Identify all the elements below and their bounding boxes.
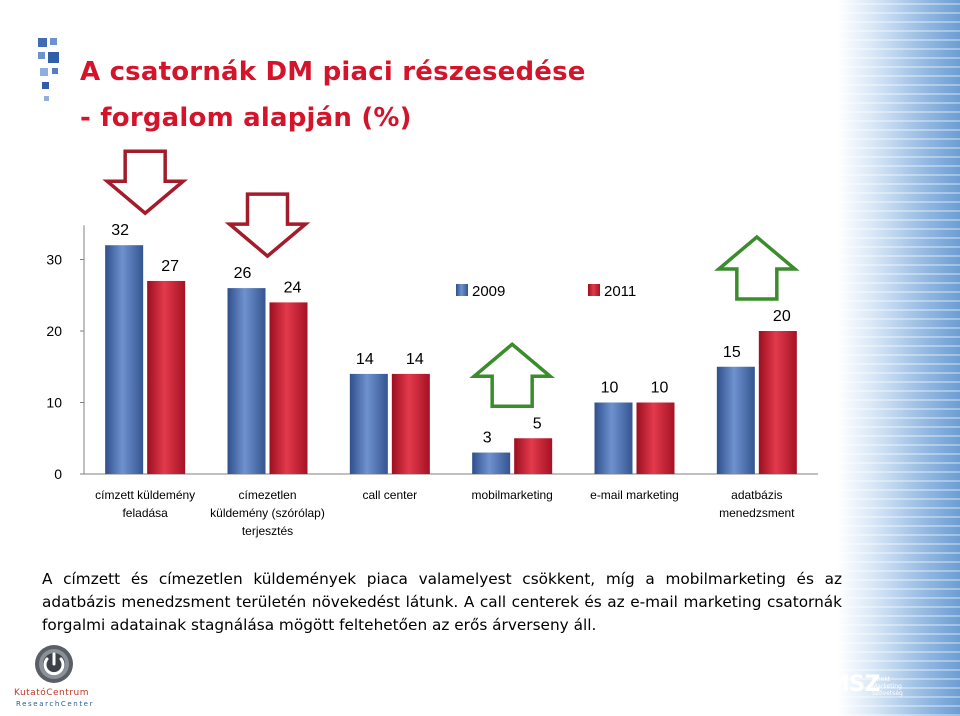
- decorative-side-panel: [838, 0, 960, 716]
- trend-arrow-down-icon: [102, 149, 188, 216]
- bar-2009: [349, 373, 388, 474]
- bar-2011: [514, 438, 553, 474]
- trend-arrow-up-icon: [469, 341, 555, 408]
- bar-value-label: 27: [161, 258, 179, 275]
- bar-chart: 0 10 20 30 32 27 címzett küldemény feladása 26 24…: [46, 149, 818, 538]
- slide-subtitle: - forgalom alapján (%): [80, 103, 412, 133]
- chart-caption: A címzett és címezetlen küldemények piac…: [42, 570, 842, 634]
- bar-value-label: 26: [234, 265, 252, 282]
- bar-2011: [758, 331, 797, 474]
- x-category-label: feladása: [122, 506, 168, 520]
- dmsz-logo-subtext: Direkt Marketing Szövetség: [872, 676, 903, 697]
- bar-2009: [594, 402, 633, 474]
- x-category-label: címezetlen: [238, 488, 296, 502]
- bar-2009: [105, 245, 144, 474]
- x-category-label: e-mail marketing: [590, 488, 679, 502]
- trend-arrow-down-icon: [224, 192, 311, 259]
- bar-2011: [636, 402, 675, 474]
- x-category-label: mobilmarketing: [471, 488, 552, 502]
- x-category-label: címzett küldemény: [95, 488, 195, 502]
- dmsz-logo-text: DMSZ: [810, 672, 880, 697]
- legend-label: 2011: [604, 283, 636, 300]
- x-category-label: adatbázis: [731, 488, 782, 502]
- legend-swatch: [456, 284, 468, 296]
- bar-value-label: 5: [533, 415, 542, 432]
- kutatocentrum-logo-subtext: ResearchCenter: [16, 700, 95, 708]
- slide-title: A csatornák DM piaci részesedése: [80, 57, 586, 87]
- bar-value-label: 3: [483, 430, 492, 447]
- legend-label: 2009: [472, 283, 505, 300]
- x-category-label: menedzsment: [719, 506, 795, 520]
- kutatocentrum-logo-icon: [35, 645, 73, 683]
- bar-2011: [147, 280, 186, 474]
- bar-value-label: 24: [284, 279, 302, 296]
- y-tick-label: 20: [46, 323, 62, 339]
- x-category-label: terjesztés: [242, 524, 293, 538]
- bar-value-label: 20: [773, 308, 791, 325]
- trend-arrow-up-icon: [714, 234, 800, 301]
- y-tick-label: 10: [46, 395, 62, 411]
- bar-2009: [716, 366, 755, 474]
- kutatocentrum-logo-text: KutatóCentrum: [14, 688, 89, 698]
- x-category-label: call center: [362, 488, 417, 502]
- bar-2011: [391, 373, 430, 474]
- y-tick-label: 30: [46, 252, 62, 268]
- y-tick-label: 0: [54, 466, 62, 482]
- x-category-label: küldemény (szórólap): [210, 506, 325, 520]
- bar-value-label: 14: [356, 351, 374, 368]
- bar-value-label: 10: [601, 380, 619, 397]
- bar-2009: [227, 288, 266, 474]
- bar-value-label: 14: [406, 351, 424, 368]
- bar-value-label: 10: [651, 380, 669, 397]
- legend-swatch: [588, 284, 600, 296]
- bar-2011: [269, 302, 308, 474]
- dot-ornament: [38, 38, 59, 101]
- bar-value-label: 32: [111, 222, 129, 239]
- bar-2009: [472, 452, 511, 474]
- bar-value-label: 15: [723, 344, 741, 361]
